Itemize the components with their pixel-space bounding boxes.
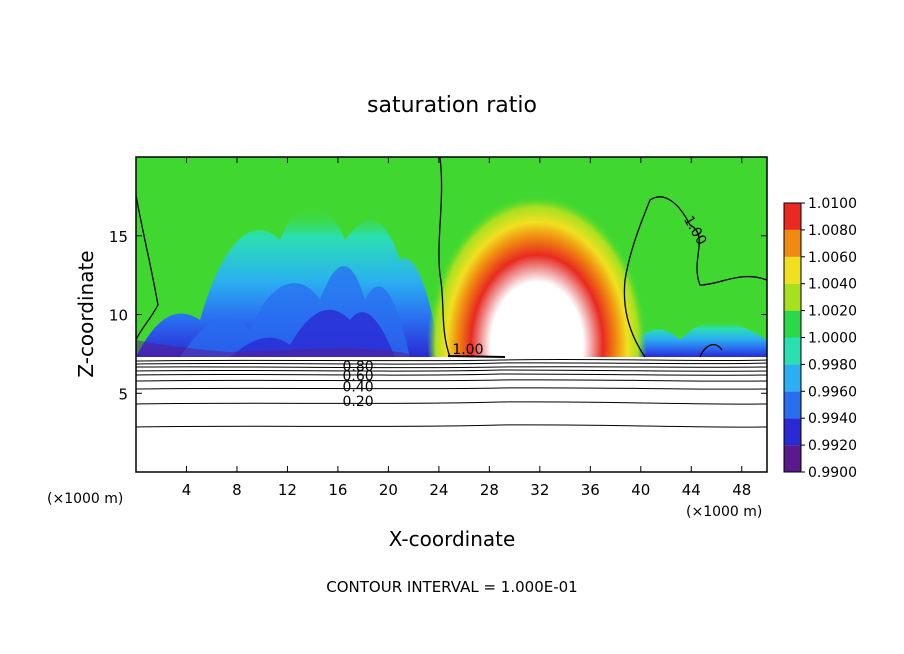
contour-label: 0.80 bbox=[343, 359, 374, 375]
contour-1-base bbox=[447, 355, 506, 358]
chart-title: saturation ratio bbox=[367, 93, 537, 118]
y-tick-label: 10 bbox=[109, 307, 128, 325]
colorbar-label: 1.0080 bbox=[808, 223, 857, 239]
colorbar-label: 0.9960 bbox=[808, 384, 857, 400]
x-tick-label: 20 bbox=[379, 481, 398, 499]
contour-interval-footer: CONTOUR INTERVAL = 1.000E-01 bbox=[326, 578, 577, 596]
y-axis: 5 10 15 bbox=[109, 228, 767, 403]
colorbar-swatch bbox=[784, 256, 801, 284]
x-tick-label: 28 bbox=[480, 481, 499, 499]
colorbar-swatch bbox=[784, 418, 801, 446]
colorbar-swatch bbox=[784, 283, 801, 311]
x-tick-label: 8 bbox=[232, 481, 242, 499]
contour-label: 0.60 bbox=[343, 369, 374, 385]
colorbar-swatch bbox=[784, 203, 801, 230]
colorbar-label: 1.0100 bbox=[808, 196, 857, 212]
x-tick-label: 12 bbox=[278, 481, 297, 499]
colorbar-label: 1.0000 bbox=[808, 331, 857, 347]
colorbar-label: 1.0020 bbox=[808, 304, 857, 320]
y-tick-label: 15 bbox=[109, 228, 128, 246]
x-tick-label: 32 bbox=[530, 481, 549, 499]
x-tick-label: 48 bbox=[732, 481, 751, 499]
x-tick-label: 16 bbox=[328, 481, 347, 499]
colorbar-swatch bbox=[784, 364, 801, 392]
lower-contours bbox=[136, 358, 767, 428]
colorbar-label: 1.0040 bbox=[808, 277, 857, 293]
colorbar-label: 0.9980 bbox=[808, 357, 857, 373]
x-tick-label: 4 bbox=[182, 481, 192, 499]
colorbar: 0.9900 0.9920 0.9940 0.9960 0.9980 1.0000 1.00… bbox=[783, 196, 857, 481]
colorbar-label: 1.0060 bbox=[808, 250, 857, 266]
x-tick-label: 44 bbox=[682, 481, 701, 499]
colorbar-label: 0.9900 bbox=[808, 465, 857, 481]
plot-area bbox=[136, 157, 767, 472]
lower-field bbox=[136, 357, 767, 472]
contour-1-small bbox=[699, 344, 723, 358]
colorbar-swatch bbox=[784, 310, 801, 338]
contour-label: 1.00 bbox=[452, 342, 483, 358]
contour-1-mid bbox=[438, 157, 451, 358]
colorbar-swatch bbox=[784, 337, 801, 365]
y-axis-label: Z-coordinate bbox=[74, 250, 98, 377]
x-unit-left: (×1000 m) bbox=[47, 491, 123, 507]
colorbar-label: 0.9920 bbox=[808, 438, 857, 454]
x-axis: 4 8 12 16 20 24 28 32 36 40 44 48 bbox=[182, 157, 751, 499]
contour-1-right bbox=[623, 196, 767, 358]
x-unit-right: (×1000 m) bbox=[686, 504, 762, 520]
plume-core bbox=[505, 284, 575, 357]
x-tick-label: 36 bbox=[581, 481, 600, 499]
x-tick-label: 24 bbox=[429, 481, 448, 499]
contour-1-left bbox=[136, 194, 159, 341]
colorbar-swatch bbox=[784, 445, 801, 472]
colorbar-swatch bbox=[784, 229, 801, 257]
x-tick-label: 40 bbox=[631, 481, 650, 499]
contour-label: 0.40 bbox=[343, 380, 374, 396]
colorbar-swatch bbox=[784, 391, 801, 419]
cold-plumes bbox=[136, 206, 767, 357]
x-axis-label: X-coordinate bbox=[389, 527, 516, 551]
contour-label: 0.20 bbox=[343, 394, 374, 410]
colorbar-label: 0.9940 bbox=[808, 411, 857, 427]
y-tick-label: 5 bbox=[118, 385, 128, 403]
